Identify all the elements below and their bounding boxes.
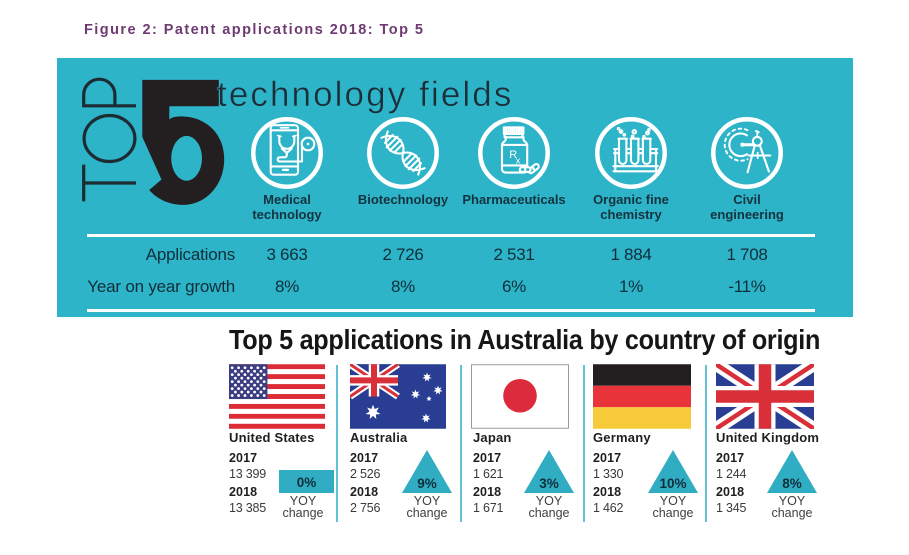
svg-text:R: R [509, 149, 517, 161]
svg-text:x: x [516, 156, 521, 167]
